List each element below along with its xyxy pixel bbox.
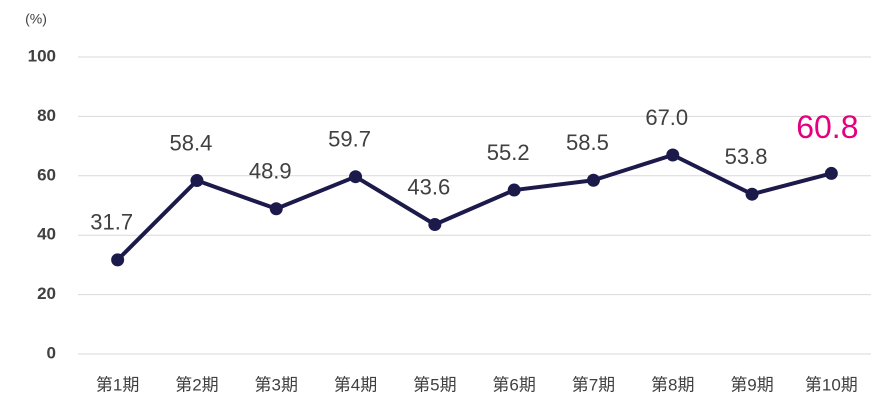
data-label: 31.7 (90, 210, 133, 235)
y-axis-unit: (%) (25, 11, 47, 27)
x-tick-label: 第9期 (730, 375, 773, 394)
line (116, 153, 832, 262)
y-tick-label: 0 (47, 343, 56, 362)
x-tick-label: 第10期 (805, 375, 858, 394)
marker (428, 218, 442, 232)
marker (666, 148, 680, 162)
x-tick-label: 第2期 (175, 375, 218, 394)
x-tick-label: 第8期 (651, 375, 694, 394)
data-label: 53.8 (725, 144, 768, 169)
x-tick-label: 第3期 (255, 375, 298, 394)
y-tick-label: 100 (28, 46, 56, 65)
y-tick-label: 40 (37, 225, 56, 244)
x-tick-label: 第7期 (572, 375, 615, 394)
marker (507, 183, 521, 197)
x-tick-label: 第6期 (492, 375, 535, 394)
x-tick-label: 第5期 (413, 375, 456, 394)
x-tick-label: 第4期 (334, 375, 377, 394)
data-label: 60.8 (796, 109, 858, 145)
marker (745, 187, 759, 201)
marker (349, 170, 363, 184)
marker (586, 173, 600, 187)
y-tick-label: 60 (37, 165, 56, 184)
data-label: 59.7 (328, 127, 371, 152)
data-label: 43.6 (407, 174, 450, 199)
marker (111, 253, 125, 267)
marker (824, 166, 838, 180)
y-tick-label: 20 (37, 284, 56, 303)
marker (190, 174, 204, 188)
data-label: 58.4 (170, 130, 213, 155)
marker (269, 202, 283, 216)
data-label: 67.0 (645, 105, 688, 130)
data-label: 55.2 (487, 140, 530, 165)
x-tick-label: 第1期 (96, 375, 139, 394)
data-label: 48.9 (249, 159, 292, 184)
y-tick-label: 80 (37, 106, 56, 125)
data-label: 58.5 (566, 130, 609, 155)
